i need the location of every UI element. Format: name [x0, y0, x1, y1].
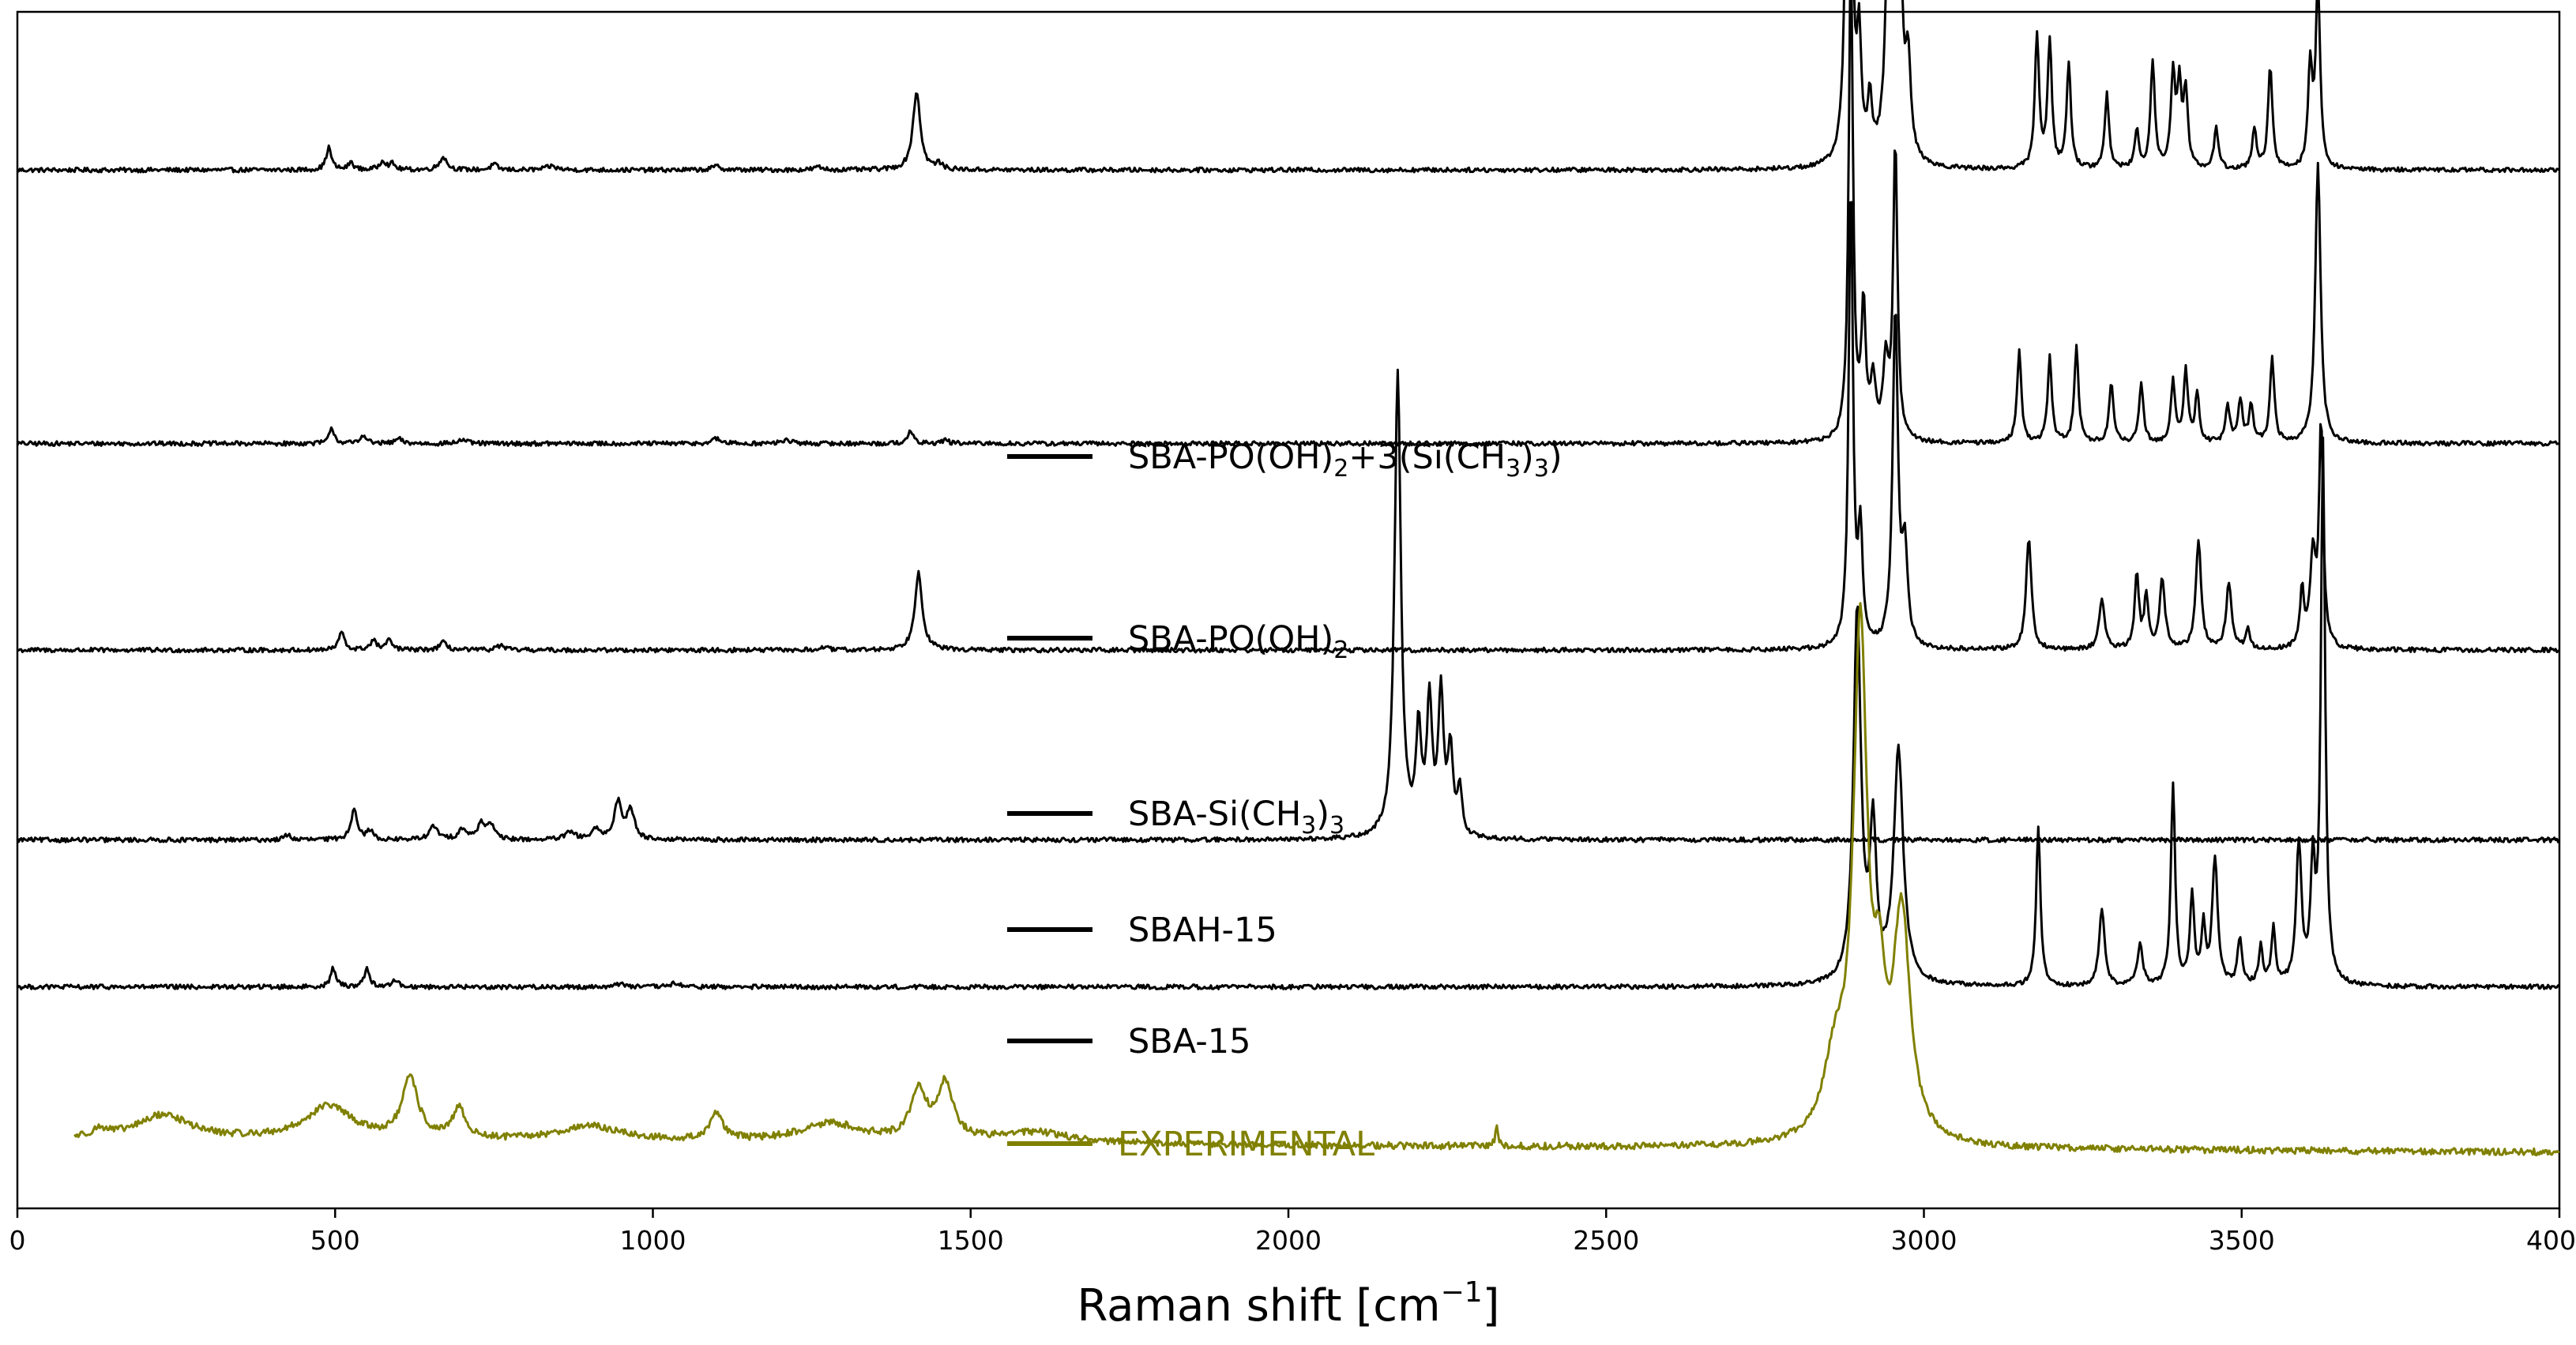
legend-label-4: SBA-15: [1128, 1022, 1251, 1061]
series-line-1: [16, 0, 2560, 447]
x-axis-title-superscript: −1: [1441, 1276, 1483, 1309]
x-tick-label-500: 500: [310, 1225, 360, 1256]
series-line-2: [17, 201, 2561, 654]
x-axis-title: Raman shift [cm−1]: [1077, 1276, 1500, 1332]
x-tick-label-0: 0: [9, 1225, 26, 1256]
x-tick-label-2500: 2500: [1573, 1225, 1639, 1256]
series-line-0: [16, 0, 2560, 174]
x-tick-label-3500: 3500: [2209, 1225, 2275, 1256]
legend-label-5: EXPERIMENTAL: [1118, 1125, 1374, 1164]
legend: SBA-PO(OH)2+3(Si(CH3)3) SBA-PO(OH)2 SBA-Si…: [1007, 438, 1563, 1164]
series-group: [16, 0, 2561, 1157]
series-line-3: [16, 368, 2561, 843]
plot-area-frame: [16, 10, 2561, 1210]
x-axis: 0 500 1000 1500 2000 2500 3000 3500 4000: [9, 1208, 2576, 1256]
legend-label-0: SBA-PO(OH)2+3(Si(CH3)3): [1128, 438, 1563, 483]
legend-label-2: SBA-Si(CH3)3: [1128, 795, 1344, 840]
x-tick-label-2000: 2000: [1255, 1225, 1322, 1256]
x-tick-label-4000: 4000: [2526, 1225, 2576, 1256]
x-tick-label-1000: 1000: [620, 1225, 686, 1256]
x-tick-label-3000: 3000: [1891, 1225, 1957, 1256]
legend-label-1: SBA-PO(OH)2: [1128, 619, 1348, 664]
legend-label-3: SBAH-15: [1128, 911, 1277, 950]
series-line-5: [73, 602, 2560, 1157]
x-tick-label-1500: 1500: [938, 1225, 1004, 1256]
series-line-4: [16, 436, 2560, 990]
